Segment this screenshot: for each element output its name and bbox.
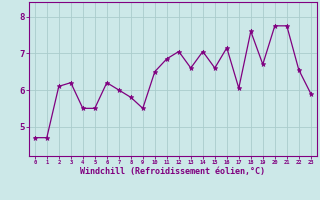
X-axis label: Windchill (Refroidissement éolien,°C): Windchill (Refroidissement éolien,°C): [80, 167, 265, 176]
